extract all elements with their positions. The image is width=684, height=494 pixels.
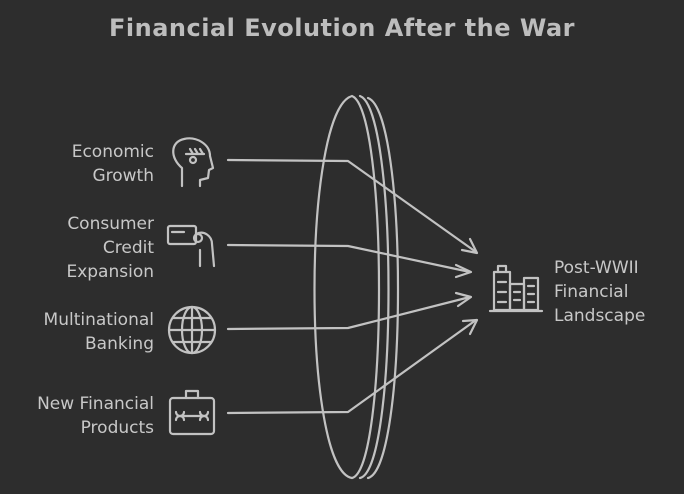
label-line: Credit bbox=[102, 238, 154, 258]
label-multinational-banking: Multinational Banking bbox=[44, 308, 154, 356]
label-line: Banking bbox=[85, 334, 154, 354]
label-economic-growth: Economic Growth bbox=[72, 140, 154, 188]
connector-consumer-credit bbox=[226, 243, 473, 279]
connector-multinational-banking bbox=[226, 291, 473, 331]
label-line: Financial bbox=[554, 282, 629, 302]
label-new-financial-products: New Financial Products bbox=[37, 392, 154, 440]
label-line: Economic bbox=[71, 142, 154, 162]
lens-shape bbox=[313, 94, 400, 480]
label-post-wwii-landscape: Post-WWII Financial Landscape bbox=[554, 256, 645, 328]
diagram-title: Financial Evolution After the War bbox=[109, 14, 575, 42]
label-line: Expansion bbox=[66, 262, 154, 282]
label-line: Products bbox=[80, 418, 154, 438]
label-line: Post-WWII bbox=[554, 258, 639, 278]
label-line: Consumer bbox=[67, 214, 154, 234]
toolbox-icon bbox=[168, 389, 216, 436]
label-consumer-credit: Consumer Credit Expansion bbox=[66, 212, 154, 284]
label-line: New Financial bbox=[37, 394, 154, 414]
label-line: Growth bbox=[92, 166, 154, 186]
connector-new-products bbox=[226, 318, 479, 415]
head-brain-icon bbox=[172, 137, 215, 188]
hand-card-icon bbox=[166, 224, 216, 268]
label-line: Landscape bbox=[554, 306, 646, 326]
globe-icon bbox=[167, 305, 217, 355]
city-buildings-icon bbox=[488, 264, 544, 313]
connector-economic-growth bbox=[226, 158, 479, 255]
label-line: Multinational bbox=[43, 310, 154, 330]
